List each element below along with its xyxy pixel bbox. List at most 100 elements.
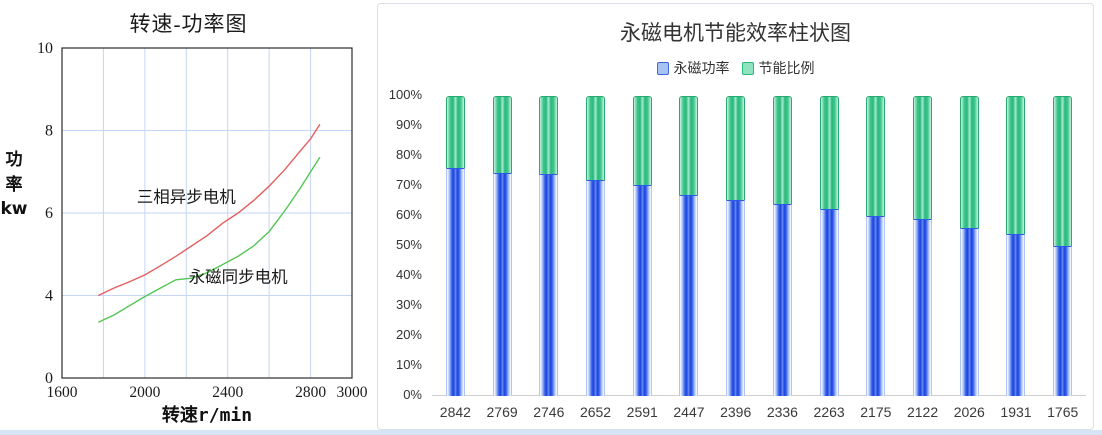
y-tick-label: 40% [395,267,422,282]
bar-group [479,96,526,396]
x-axis-categories: 2842 2769 2746 2652 2591 2447 2396 2336 2263 2175… [432,404,1086,420]
x-category-label: 1931 [1000,404,1032,420]
x-tick-label: 2400 [212,384,243,401]
x-tick-label: 2800 [295,384,326,401]
bar-segment-saving [492,96,512,173]
plot-border [61,47,353,379]
series-curve [98,156,321,323]
bar-segment-saving [445,96,465,168]
bar-segment-power [445,168,465,396]
bar-segment-power [586,180,606,396]
x-category-label: 2263 [813,404,845,420]
x-category-label: 2336 [766,404,798,420]
bar-segment-saving [1006,96,1026,234]
series-label: 三相异步电机 [137,188,237,207]
x-tick-label: 2000 [129,384,160,401]
bar-group [432,96,479,396]
y-tick-label: 80% [395,147,422,162]
y-axis-title-line: 率 [5,174,23,195]
efficiency-chart-panel: 永磁电机节能效率柱状图 永磁功率 节能比例 0% 10% 20% 30% 40% 50% 60… [377,3,1094,430]
y-tick-label: 90% [395,117,422,132]
line-chart-title: 转速-功率图 [129,12,248,36]
bars-area [432,96,1086,396]
x-category-label: 2746 [533,404,565,420]
bar-group [666,96,713,396]
legend-swatch-icon [741,61,754,75]
y-tick-label: 20% [395,327,422,342]
bar-segment-power [1053,246,1073,396]
bar-segment-saving [772,96,792,204]
x-category-label: 2769 [486,404,518,420]
x-category-label: 2447 [673,404,705,420]
page-bottom-strip [0,430,1102,435]
bar-segment-saving [819,96,839,209]
series-label: 永磁同步电机 [189,267,289,286]
x-category-label: 2175 [860,404,892,420]
legend-item-blue-series[interactable]: 永磁功率 [656,58,730,78]
bar-segment-power [726,199,746,396]
bar-segment-power [679,195,699,396]
bar-segment-saving [959,96,979,228]
bar-group [806,96,853,396]
bar-segment-power [632,184,652,396]
legend-swatch-icon [656,61,669,75]
y-axis-title: 功 率 kw [0,148,28,222]
bar-segment-power [772,204,792,396]
y-tick-label: 10 [37,40,53,57]
x-category-label: 2842 [439,404,471,420]
y-tick-label: 0 [45,370,53,387]
bar-segment-saving [866,96,886,216]
bar-group [852,96,899,396]
y-tick-label: 70% [395,177,422,192]
bar-group [572,96,619,396]
bar-segment-saving [632,96,652,185]
bar-segment-saving [913,96,933,219]
bar-segment-power [492,172,512,396]
x-tick-label: 1600 [47,384,78,401]
legend-item-green-series[interactable]: 节能比例 [741,58,815,78]
bar-segment-saving [586,96,606,180]
bar-segment-saving [726,96,746,200]
bar-segment-saving [539,96,559,174]
bar-group [759,96,806,396]
x-category-label: 1765 [1047,404,1079,420]
x-tick-label: 3000 [337,384,368,401]
bar-group [525,96,572,396]
y-tick-label: 4 [45,288,53,305]
bar-group [993,96,1040,396]
bar-group [899,96,946,396]
y-tick-label: 30% [395,297,422,312]
bar-segment-power [539,174,559,396]
y-axis: 0% 10% 20% 30% 40% 50% 60% 70% 80% 90% 100% [378,87,422,402]
x-category-label: 2591 [626,404,658,420]
x-category-label: 2026 [953,404,985,420]
bar-group [1039,96,1086,396]
x-axis-title: 转速r/min [161,405,253,426]
y-tick-label: 100% [388,87,422,102]
x-category-label: 2122 [906,404,939,420]
bar-chart-title: 永磁电机节能效率柱状图 [620,22,851,45]
y-tick-label: 60% [395,207,422,222]
bar-group [712,96,759,396]
y-tick-label: 10% [395,357,422,372]
legend-label: 节能比例 [758,60,815,76]
bar-segment-saving [679,96,699,195]
bar-group [619,96,666,396]
legend-label: 永磁功率 [673,60,730,76]
series-curve [97,123,321,297]
y-tick-label: 8 [45,123,53,140]
y-tick-label: 0% [403,387,422,402]
bar-segment-power [819,208,839,396]
legend: 永磁功率 节能比例 [378,58,1093,78]
x-category-label: 2396 [720,404,752,420]
y-axis-title-line: kw [0,199,28,220]
bar-segment-power [1006,234,1026,396]
bar-segment-saving [1053,96,1073,246]
y-axis-title-line: 功 [5,150,23,170]
bar-plot-area: 0% 10% 20% 30% 40% 50% 60% 70% 80% 90% 100% 2842 27… [378,87,1093,429]
bar-segment-power [913,219,933,396]
bar-segment-power [866,216,886,396]
speed-power-chart: 0 4 6 8 10 1600 2000 2400 2800 3000 三相异步电机 永磁同步电机 转… [0,0,377,430]
